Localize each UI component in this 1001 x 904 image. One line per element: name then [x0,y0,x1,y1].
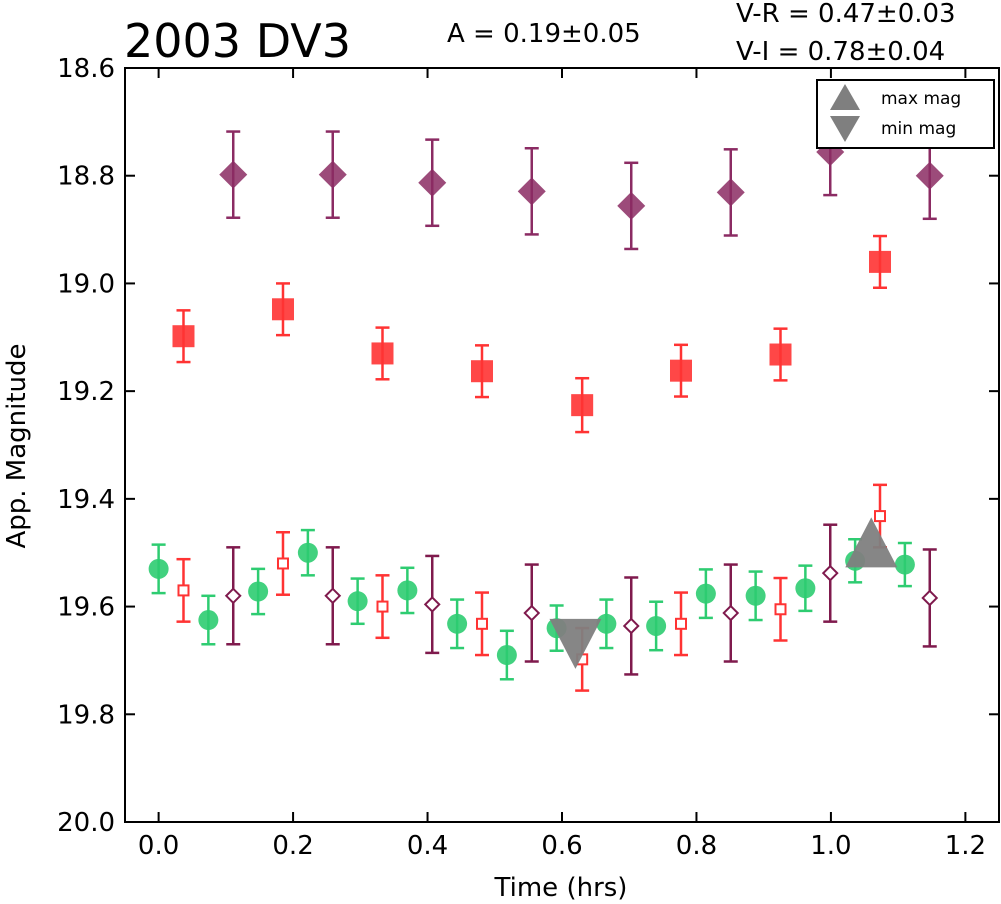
axis-ticks: 0.0 0.2 0.4 0.6 0.8 1.0 1.2 18.6 18.8 19.0 19.2 19.… [57,54,999,861]
data-point [617,191,646,220]
data-point [224,587,242,605]
series-purple-filled [219,107,944,251]
y-tick-label: 19.6 [57,593,115,623]
series-red-filled [172,234,892,434]
color-vi-annotation: V-I = 0.78±0.04 [736,37,945,67]
data-point [517,177,546,206]
data-point [297,542,318,563]
max-mag-legend-icon [830,84,860,110]
data-point [571,394,594,417]
data-point [646,615,667,636]
x-tick-label: 0.8 [676,831,717,861]
data-point [869,250,892,273]
y-tick-label: 18.6 [57,54,115,84]
data-point [172,325,195,348]
data-point [596,613,617,634]
data-point [347,591,368,612]
x-tick-label: 0.6 [541,831,582,861]
chart-title: 2003 DV3 [124,14,351,68]
data-point [722,604,740,622]
data-point [376,600,389,613]
data-point [371,342,394,365]
min-mag-legend-icon [830,116,860,142]
data-point [894,554,915,575]
y-tick-label: 19.8 [57,700,115,730]
legend-label: min mag [881,119,956,139]
y-tick-label: 19.2 [57,377,115,407]
data-point [745,585,766,606]
series-purple-open [224,523,939,676]
data-point [475,617,488,630]
data-point [874,510,887,523]
data-point [423,596,441,613]
legend-label: max mag [881,89,961,109]
y-tick-label: 18.8 [57,162,115,192]
data-point [470,360,493,383]
data-point [447,613,468,634]
legend: max mag min mag [816,79,995,149]
data-point [915,161,944,190]
data-point [177,584,190,597]
min-mag-marker [549,618,602,669]
data-point [795,578,816,599]
x-tick-label: 1.2 [945,831,986,861]
data-point [276,557,289,570]
data-point [821,564,839,582]
max-mag-marker [845,517,898,568]
data-point [622,617,640,635]
data-point [318,160,347,189]
data-point [418,168,447,197]
color-vr-annotation: V-R = 0.47±0.03 [736,0,956,29]
x-tick-label: 0.2 [272,831,313,861]
data-point [219,160,248,189]
data-point [271,298,294,321]
y-axis-label: App. Magnitude [2,343,32,548]
data-point [324,587,342,605]
data-point [769,343,792,366]
x-tick-label: 0.0 [138,831,179,861]
data-point [716,178,745,207]
data-point [198,610,219,631]
y-tick-label: 19.0 [57,269,115,299]
x-axis-label: Time (hrs) [494,873,628,903]
data-point [397,580,418,601]
data-point [921,589,939,607]
data-point [669,359,692,382]
data-point [674,617,687,630]
y-tick-label: 20.0 [57,808,115,838]
x-tick-label: 1.0 [810,831,851,861]
amplitude-annotation: A = 0.19±0.05 [447,19,641,49]
plot-frame [124,67,1000,823]
plot-area [148,107,944,692]
data-point [496,645,517,666]
data-point [695,583,716,604]
data-point [248,581,269,602]
y-tick-label: 19.4 [57,485,115,515]
data-point [774,603,787,616]
x-tick-label: 0.4 [407,831,448,861]
data-point [523,604,541,622]
data-point [148,558,169,579]
